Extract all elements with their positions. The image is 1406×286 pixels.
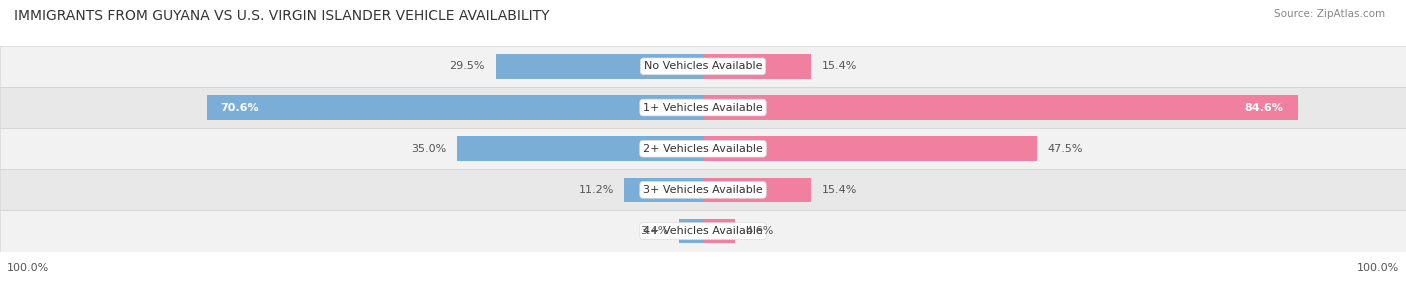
Bar	[457, 136, 703, 161]
Bar	[679, 219, 703, 243]
Text: 15.4%: 15.4%	[821, 185, 858, 195]
Text: 1+ Vehicles Available: 1+ Vehicles Available	[643, 103, 763, 112]
Text: No Vehicles Available: No Vehicles Available	[644, 61, 762, 71]
Text: 47.5%: 47.5%	[1047, 144, 1083, 154]
Text: 3.4%: 3.4%	[640, 226, 669, 236]
Text: 4+ Vehicles Available: 4+ Vehicles Available	[643, 226, 763, 236]
Text: 2+ Vehicles Available: 2+ Vehicles Available	[643, 144, 763, 154]
Bar	[624, 178, 703, 202]
Bar	[703, 219, 735, 243]
Bar	[0, 169, 1406, 210]
Text: 3+ Vehicles Available: 3+ Vehicles Available	[643, 185, 763, 195]
Text: 4.6%: 4.6%	[747, 226, 775, 236]
Text: 70.6%: 70.6%	[221, 103, 259, 112]
Text: 100.0%: 100.0%	[7, 263, 49, 273]
Bar	[496, 54, 703, 79]
Bar	[0, 46, 1406, 87]
Bar	[703, 54, 811, 79]
Bar	[703, 136, 1038, 161]
Bar	[703, 95, 1298, 120]
Text: 100.0%: 100.0%	[1357, 263, 1399, 273]
Text: 11.2%: 11.2%	[578, 185, 614, 195]
Text: 15.4%: 15.4%	[821, 61, 858, 71]
Text: 29.5%: 29.5%	[450, 61, 485, 71]
Text: IMMIGRANTS FROM GUYANA VS U.S. VIRGIN ISLANDER VEHICLE AVAILABILITY: IMMIGRANTS FROM GUYANA VS U.S. VIRGIN IS…	[14, 9, 550, 23]
Bar	[0, 128, 1406, 169]
Bar	[0, 87, 1406, 128]
Text: 35.0%: 35.0%	[411, 144, 447, 154]
Bar	[207, 95, 703, 120]
Bar	[0, 210, 1406, 252]
Text: 84.6%: 84.6%	[1244, 103, 1284, 112]
Text: Source: ZipAtlas.com: Source: ZipAtlas.com	[1274, 9, 1385, 19]
Bar	[703, 178, 811, 202]
